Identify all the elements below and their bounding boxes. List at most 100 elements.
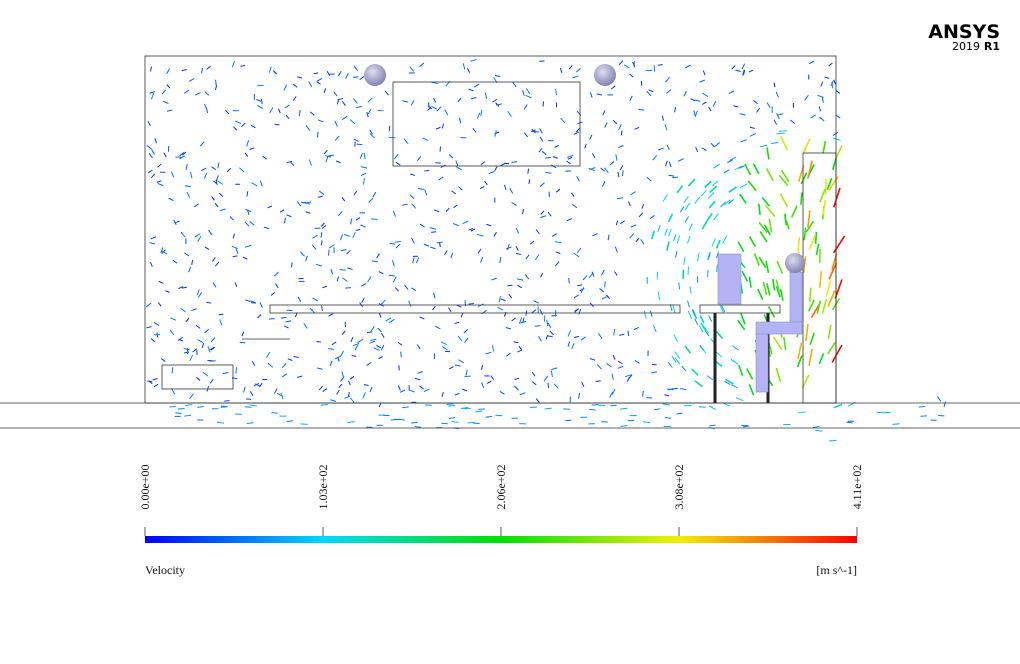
velocity-vector bbox=[235, 248, 239, 254]
velocity-vector bbox=[330, 399, 337, 402]
velocity-vector bbox=[317, 119, 324, 123]
velocity-vector bbox=[748, 384, 755, 396]
velocity-vector bbox=[350, 336, 354, 343]
velocity-vector bbox=[654, 408, 661, 411]
velocity-vector bbox=[540, 272, 544, 278]
velocity-vector bbox=[353, 65, 358, 71]
velocity-vector bbox=[454, 321, 460, 324]
velocity-vector bbox=[311, 234, 318, 239]
velocity-vector bbox=[589, 358, 596, 361]
velocity-vector bbox=[184, 252, 190, 257]
velocity-vector bbox=[676, 235, 681, 244]
velocity-vector bbox=[575, 67, 581, 73]
velocity-vector bbox=[580, 336, 586, 341]
velocity-vector bbox=[676, 185, 684, 194]
lamp bbox=[594, 64, 616, 86]
velocity-vector bbox=[796, 355, 803, 368]
velocity-vector bbox=[414, 426, 421, 428]
velocity-vector bbox=[509, 188, 514, 194]
velocity-vector bbox=[408, 389, 415, 393]
velocity-vector bbox=[211, 257, 216, 262]
velocity-vector bbox=[772, 336, 783, 350]
velocity-vector bbox=[408, 300, 412, 307]
velocity-vector bbox=[188, 78, 195, 82]
velocity-vector bbox=[376, 253, 380, 259]
velocity-vector bbox=[573, 294, 579, 299]
velocity-vector bbox=[285, 114, 290, 120]
velocity-vector bbox=[812, 425, 820, 429]
velocity-vector bbox=[519, 392, 526, 396]
velocity-vector bbox=[449, 366, 454, 370]
velocity-vector bbox=[833, 137, 841, 141]
velocity-vector bbox=[160, 247, 164, 254]
velocity-vector bbox=[267, 205, 273, 209]
velocity-vector bbox=[286, 214, 292, 218]
velocity-vector bbox=[393, 154, 399, 160]
velocity-vector bbox=[313, 72, 319, 75]
velocity-vector bbox=[235, 367, 238, 374]
velocity-vector bbox=[832, 131, 839, 136]
velocity-vector bbox=[311, 244, 317, 250]
velocity-vector bbox=[232, 233, 236, 239]
velocity-vector bbox=[170, 317, 177, 321]
velocity-vector bbox=[448, 154, 454, 159]
velocity-vector bbox=[544, 407, 552, 410]
velocity-vector bbox=[355, 228, 361, 232]
velocity-vector bbox=[328, 313, 334, 317]
velocity-vector bbox=[815, 243, 820, 256]
velocity-vector bbox=[246, 209, 250, 216]
velocity-vector bbox=[779, 135, 789, 151]
velocity-vector bbox=[201, 67, 203, 74]
ceiling-panel bbox=[392, 81, 581, 167]
velocity-vector bbox=[675, 250, 678, 258]
velocity-vector bbox=[567, 341, 571, 347]
velocity-vector bbox=[661, 115, 664, 121]
velocity-vector bbox=[355, 105, 363, 109]
velocity-vector bbox=[201, 343, 205, 349]
velocity-vector bbox=[665, 160, 668, 167]
color-bar bbox=[145, 536, 857, 543]
velocity-vector bbox=[540, 210, 545, 215]
velocity-vector bbox=[249, 220, 255, 226]
velocity-vector bbox=[253, 382, 260, 387]
velocity-vector bbox=[336, 99, 340, 105]
velocity-vector bbox=[623, 64, 630, 69]
velocity-vector bbox=[629, 73, 634, 78]
velocity-vector bbox=[419, 62, 425, 68]
velocity-vector bbox=[221, 405, 228, 408]
velocity-vector bbox=[210, 337, 216, 343]
velocity-vector bbox=[691, 368, 699, 376]
velocity-vector bbox=[683, 195, 689, 203]
velocity-vector bbox=[492, 98, 498, 103]
velocity-vector bbox=[210, 346, 216, 351]
velocity-vector bbox=[323, 88, 327, 94]
velocity-vector bbox=[540, 215, 547, 219]
velocity-vector bbox=[281, 362, 287, 369]
velocity-vector bbox=[775, 91, 779, 98]
velocity-vector bbox=[604, 122, 608, 128]
velocity-vector bbox=[555, 89, 557, 96]
velocity-vector bbox=[330, 269, 334, 275]
velocity-vector bbox=[226, 167, 232, 173]
velocity-vector bbox=[486, 380, 492, 384]
velocity-vector bbox=[573, 252, 580, 258]
velocity-vector bbox=[671, 355, 677, 363]
velocity-vector bbox=[184, 185, 191, 188]
velocity-vector bbox=[341, 197, 346, 202]
velocity-vector bbox=[797, 237, 801, 253]
velocity-vector bbox=[242, 256, 248, 260]
velocity-vector bbox=[410, 100, 415, 106]
velocity-vector bbox=[722, 235, 728, 244]
velocity-vector bbox=[776, 260, 784, 274]
velocity-vector bbox=[700, 322, 707, 332]
velocity-vector bbox=[572, 204, 578, 209]
velocity-vector bbox=[317, 195, 323, 198]
velocity-vector bbox=[283, 217, 286, 224]
velocity-vector bbox=[819, 188, 826, 203]
velocity-vector bbox=[677, 158, 684, 162]
brand-version: 2019 bbox=[952, 40, 980, 53]
velocity-vector bbox=[370, 338, 377, 342]
velocity-vector bbox=[568, 277, 570, 284]
velocity-vector bbox=[249, 300, 256, 303]
velocity-vector bbox=[431, 81, 438, 85]
